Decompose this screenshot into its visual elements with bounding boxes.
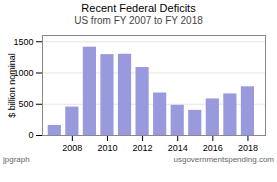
svg-text:1000: 1000 [13,67,34,78]
svg-text:2014: 2014 [168,143,188,153]
svg-text:2016: 2016 [203,143,223,153]
html-text:usgovernmentspending.com: usgovernmentspending.com [173,155,274,164]
svg-text:2010: 2010 [97,143,117,153]
svg-text:2012: 2012 [133,143,153,153]
svg-text:2018: 2018 [238,143,258,153]
html-text:Recent Federal Deficits: Recent Federal Deficits [81,2,196,14]
svg-text:0: 0 [28,130,33,140]
svg-text:1500: 1500 [13,37,33,47]
svg-text:2008: 2008 [62,143,82,153]
svg-text:$ billion nominal: $ billion nominal [7,53,17,118]
html-text:US from FY 2007 to FY 2018: US from FY 2007 to FY 2018 [74,15,203,26]
svg-text:500: 500 [18,99,33,109]
html-text:jpgraph: jpgraph [3,155,30,164]
